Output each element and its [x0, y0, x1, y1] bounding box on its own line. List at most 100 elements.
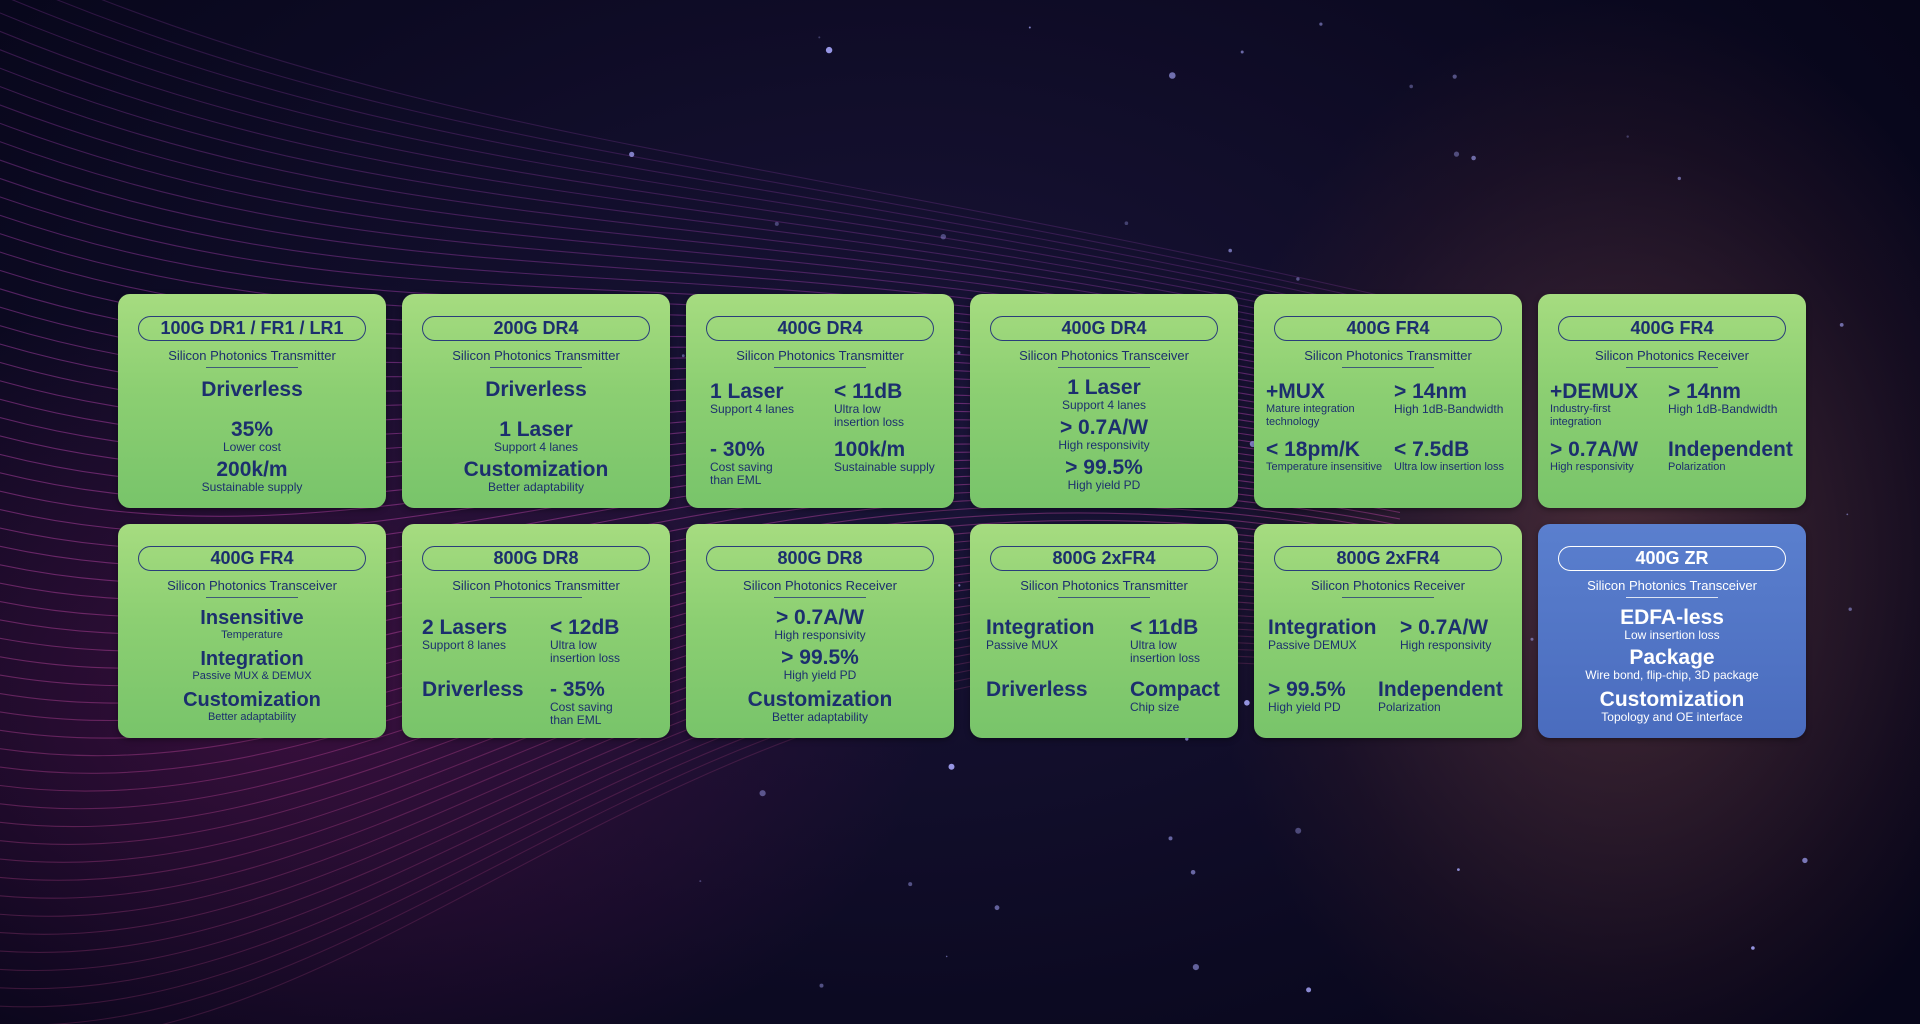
feature-caption: Polarization: [1668, 461, 1726, 473]
sparkle-dot: [1296, 277, 1300, 281]
feature-value: Customization: [1599, 688, 1745, 711]
feature-caption: Topology and OE interface: [1601, 710, 1743, 724]
sparkle-dot: [1244, 700, 1250, 706]
feature-caption: Temperature insensitive: [1266, 461, 1383, 473]
card-subtitle: Silicon Photonics Transceiver: [1587, 578, 1757, 593]
feature-value: 1 Laser: [710, 380, 784, 403]
card-subtitle: Silicon Photonics Transceiver: [1019, 348, 1189, 363]
divider: [490, 597, 582, 598]
divider: [1342, 597, 1434, 598]
sparkle-dot: [1471, 155, 1476, 161]
feature-value: < 7.5dB: [1394, 438, 1470, 461]
product-card-400g-dr4-transmitter: 400G DR4 Silicon Photonics Transmitter 1…: [686, 294, 954, 508]
feature-value: Customization: [463, 458, 609, 481]
sparkle-dot: [1626, 135, 1629, 138]
feature-value: 200k/m: [216, 458, 288, 481]
product-card-800g-2xfr4-transmitter: 800G 2xFR4 Silicon Photonics Transmitter…: [970, 524, 1238, 738]
feature-caption: Sustainable supply: [834, 460, 935, 474]
feature-caption: Better adaptability: [771, 710, 869, 724]
sparkle-dot: [818, 36, 821, 39]
sparkle-dot: [1319, 22, 1323, 26]
fiber-line: [0, 12, 1401, 320]
feature-value: Integration: [1268, 616, 1377, 639]
feature-caption: Better adaptability: [487, 480, 585, 494]
sparkle-dot: [1409, 84, 1413, 89]
sparkle-dot: [759, 790, 766, 797]
fiber-line: [101, 0, 1401, 301]
sparkle-dot: [958, 584, 961, 587]
feature-caption: Ultra low insertion loss: [550, 638, 621, 665]
card-subtitle: Silicon Photonics Transmitter: [452, 578, 620, 593]
product-card-800g-2xfr4-receiver: 800G 2xFR4 Silicon Photonics Receiver In…: [1254, 524, 1522, 738]
sparkle-dot: [1677, 176, 1682, 181]
divider: [1058, 367, 1150, 368]
feature-caption: High yield PD: [783, 668, 857, 682]
divider: [774, 597, 866, 598]
feature-value: < 11dB: [834, 380, 903, 403]
card-title: 400G FR4: [1274, 316, 1502, 341]
feature-value: 35%: [230, 418, 274, 441]
feature-caption: Ultra low insertion loss: [834, 402, 905, 429]
feature-value: Compact: [1130, 678, 1220, 701]
divider: [1058, 597, 1150, 598]
card-title: 200G DR4: [422, 316, 650, 341]
feature-value: Insensitive: [200, 607, 304, 629]
feature-value: < 12dB: [550, 616, 620, 639]
card-title: 800G 2xFR4: [990, 546, 1218, 571]
feature-value: - 30%: [710, 438, 765, 461]
divider: [206, 367, 298, 368]
feature-value: > 0.7A/W: [1550, 438, 1639, 461]
feature-value: > 99.5%: [1065, 456, 1143, 479]
product-card-grid: 100G DR1 / FR1 / LR1 Silicon Photonics T…: [118, 294, 1806, 740]
sparkle-dot: [1124, 221, 1129, 225]
feature-value: Independent: [1668, 438, 1793, 461]
sparkle-dot: [1028, 26, 1031, 29]
divider: [1342, 367, 1434, 368]
sparkle-dot: [681, 354, 685, 358]
product-card-400g-dr4-transceiver: 400G DR4 Silicon Photonics Transceiver 1…: [970, 294, 1238, 508]
feature-value: Driverless: [485, 378, 587, 401]
feature-value: 1 Laser: [499, 418, 573, 441]
feature-caption: High yield PD: [1067, 478, 1141, 492]
feature-value: - 35%: [550, 678, 605, 701]
sparkle-dot: [994, 905, 1000, 911]
feature-value: Customization: [183, 689, 321, 711]
product-card-100g-dr1-fr1-lr1: 100G DR1 / FR1 / LR1 Silicon Photonics T…: [118, 294, 386, 508]
feature-caption: Ultra low insertion loss: [1394, 461, 1505, 473]
product-card-400g-fr4-transmitter: 400G FR4 Silicon Photonics Transmitter +…: [1254, 294, 1522, 508]
feature-caption: Chip size: [1130, 700, 1180, 714]
sparkle-dot: [1802, 857, 1808, 864]
card-title: 100G DR1 / FR1 / LR1: [138, 316, 366, 341]
sparkle-dot: [1452, 74, 1457, 79]
feature-caption: Support 4 lanes: [493, 440, 579, 454]
sparkle-dot: [1190, 870, 1196, 875]
feature-value: Driverless: [422, 678, 524, 701]
sparkle-dot: [940, 234, 946, 240]
sparkle-dot: [825, 46, 833, 54]
divider: [1626, 597, 1718, 598]
feature-caption: Temperature: [221, 629, 283, 641]
feature-value: Integration: [986, 616, 1095, 639]
card-title: 400G FR4: [138, 546, 366, 571]
sparkle-dot: [699, 880, 702, 883]
divider: [490, 367, 582, 368]
card-subtitle: Silicon Photonics Transmitter: [168, 348, 336, 363]
sparkle-dot: [1295, 827, 1302, 834]
sparkle-dot: [1848, 607, 1852, 611]
feature-value: > 0.7A/W: [1400, 616, 1489, 639]
sparkle-dot: [948, 763, 955, 770]
product-card-200g-dr4: 200G DR4 Silicon Photonics Transmitter D…: [402, 294, 670, 508]
feature-value: 100k/m: [834, 438, 906, 461]
feature-caption: Support 8 lanes: [422, 638, 507, 652]
card-title: 400G DR4: [706, 316, 934, 341]
feature-value: Package: [1629, 646, 1715, 669]
sparkle-dot: [957, 351, 961, 355]
fiber-line: [56, 0, 1401, 307]
sparkle-dot: [819, 983, 824, 988]
feature-value: 1 Laser: [1067, 376, 1141, 399]
sparkle-dot: [1185, 737, 1189, 741]
feature-caption: Mature integration technology: [1266, 403, 1355, 428]
feature-caption: Low insertion loss: [1624, 628, 1720, 642]
feature-caption: Lower cost: [222, 440, 282, 454]
product-card-800g-dr8-transmitter: 800G DR8 Silicon Photonics Transmitter 2…: [402, 524, 670, 738]
